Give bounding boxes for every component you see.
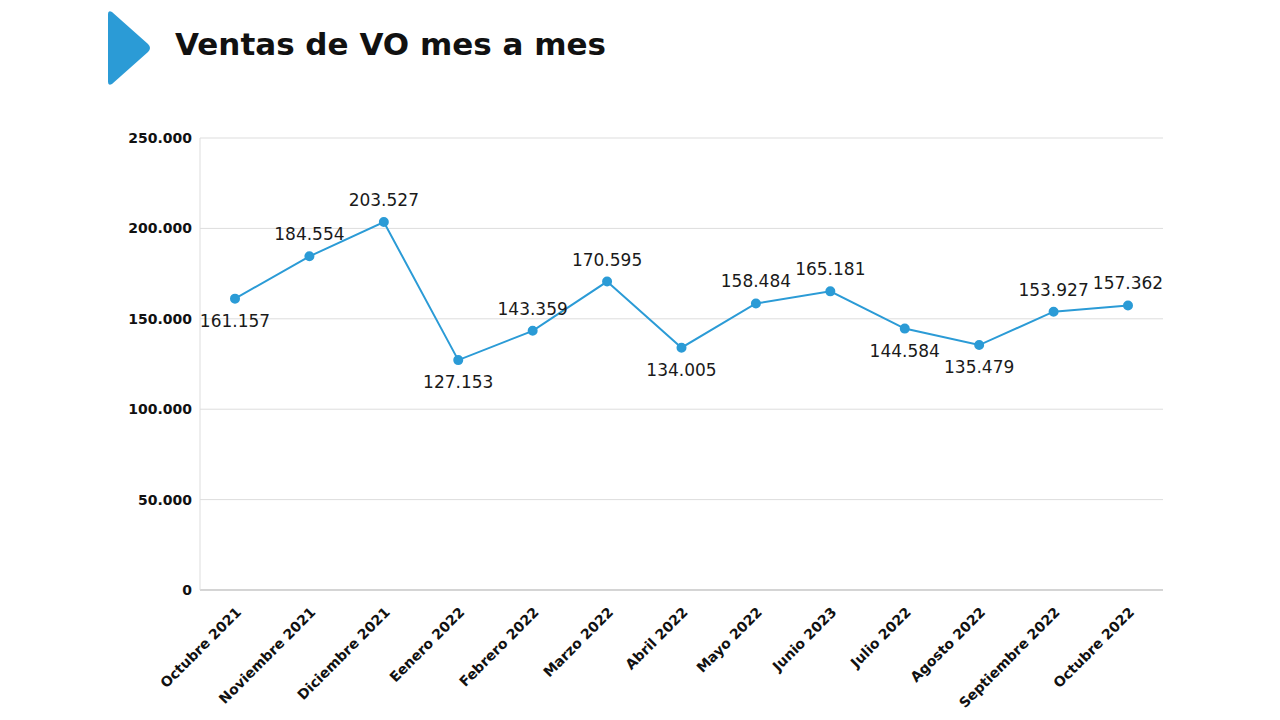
svg-text:150.000: 150.000 [128,311,192,327]
svg-text:200.000: 200.000 [128,220,192,236]
svg-text:Noviembre 2021: Noviembre 2021 [215,603,319,707]
svg-text:0: 0 [182,582,192,598]
svg-text:165.181: 165.181 [795,259,865,279]
svg-text:50.000: 50.000 [138,492,192,508]
svg-text:Eenero 2022: Eenero 2022 [386,604,467,685]
svg-text:157.362: 157.362 [1093,273,1163,293]
svg-text:Diciembre 2021: Diciembre 2021 [294,604,393,703]
svg-text:184.554: 184.554 [274,224,344,244]
svg-text:153.927: 153.927 [1018,280,1088,300]
svg-text:250.000: 250.000 [128,130,192,146]
svg-text:203.527: 203.527 [349,190,419,210]
svg-text:Septiembre 2022: Septiembre 2022 [956,604,1063,711]
svg-text:Octubre 2021: Octubre 2021 [157,604,244,691]
svg-text:135.479: 135.479 [944,357,1014,377]
svg-text:Febrero 2022: Febrero 2022 [456,604,542,690]
svg-text:170.595: 170.595 [572,250,642,270]
svg-text:Abril 2022: Abril 2022 [622,604,691,673]
svg-text:144.584: 144.584 [870,341,940,361]
svg-text:100.000: 100.000 [128,401,192,417]
svg-text:143.359: 143.359 [498,299,568,319]
svg-text:Agosto 2022: Agosto 2022 [907,604,988,685]
svg-text:134.005: 134.005 [646,360,716,380]
html-text:Ventas de VO mes a mes: Ventas de VO mes a mes [175,26,606,62]
svg-text:161.157: 161.157 [200,311,270,331]
svg-text:127.153: 127.153 [423,372,493,392]
svg-text:158.484: 158.484 [721,271,791,291]
svg-text:Julio 2022: Julio 2022 [847,604,914,671]
svg-text:Mayo 2022: Mayo 2022 [693,604,765,676]
svg-text:Junio 2023: Junio 2023 [769,604,840,675]
svg-text:Octubre 2022: Octubre 2022 [1050,604,1137,691]
svg-text:Marzo 2022: Marzo 2022 [540,604,616,680]
